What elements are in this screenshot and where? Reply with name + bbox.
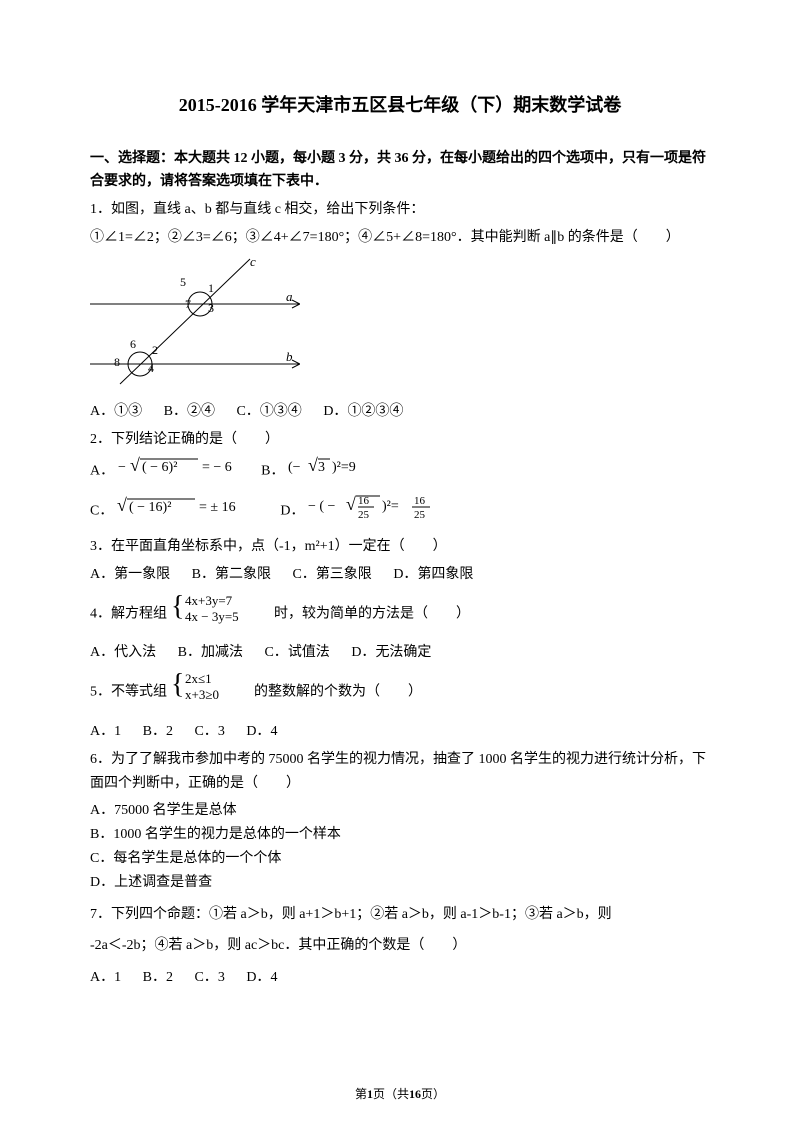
page-footer: 第1页（共16页）	[0, 1084, 800, 1104]
q2-optC-math: √( − 16)² = ± 16	[117, 495, 277, 528]
svg-text:( − 6)²: ( − 6)²	[142, 460, 177, 475]
q2-optA-lbl: A．	[90, 464, 114, 479]
svg-text:( − 16)²: ( − 16)²	[129, 500, 171, 515]
label-8: 8	[114, 355, 120, 369]
label-a: a	[286, 289, 293, 304]
q2-optB-lbl: B．	[261, 464, 284, 479]
q1-opt-a: ①③	[114, 404, 142, 419]
svg-text:3: 3	[318, 460, 325, 475]
svg-text:√: √	[130, 455, 140, 475]
svg-text:√: √	[117, 495, 127, 515]
svg-text:(−: (−	[288, 460, 301, 475]
q4-opt-c: 试值法	[288, 645, 330, 660]
q5-lead: 5．不等式组	[90, 685, 167, 700]
q3-opt-b: 第二象限	[215, 567, 271, 582]
footer-m: 页（共	[373, 1087, 409, 1101]
q4-opt-a: 代入法	[114, 645, 156, 660]
q1-opt-d: ①②③④	[347, 404, 403, 419]
footer-tp: 16	[409, 1087, 421, 1101]
label-c: c	[250, 254, 256, 269]
q4-opt-d: 无法确定	[375, 645, 431, 660]
q2-stem: 2．下列结论正确的是（ ）	[90, 428, 710, 452]
label-6: 6	[130, 337, 136, 351]
q3-opt-d: 第四象限	[417, 567, 473, 582]
section-1-heading: 一、选择题：本大题共 12 小题，每小题 3 分，共 36 分，在每小题给出的四…	[90, 147, 710, 195]
q1-options: A．①③ B．②④ C．①③④ D．①②③④	[90, 400, 710, 424]
q3-opt-c: 第三象限	[316, 567, 372, 582]
q2-line1: A． −√( − 6)²= − 6 B． (−√3)²=9	[90, 455, 710, 488]
q2-optC-lbl: C．	[90, 504, 113, 519]
q4-tail: 时，较为简单的方法是（ ）	[274, 606, 470, 621]
q7-opt-a: 1	[114, 970, 121, 985]
svg-text:= ± 16: = ± 16	[199, 500, 236, 515]
q5-options: A．1 B．2 C．3 D．4	[90, 720, 710, 744]
q7-opt-b: 2	[166, 970, 173, 985]
q2-optD-math: − ( − √ 16 25 )²= 16 25	[308, 490, 468, 533]
q7-opt-c: 3	[218, 970, 225, 985]
label-b: b	[286, 349, 293, 364]
q5-opt-a: 1	[114, 724, 121, 739]
q6-stem: 6．为了了解我市参加中考的 75000 名学生的视力情况，抽查了 1000 名学…	[90, 748, 710, 796]
svg-text:25: 25	[358, 509, 370, 521]
q1-opt-c: ①③④	[260, 404, 302, 419]
q2-optD-lbl: D．	[280, 504, 304, 519]
svg-text:− ( −: − ( −	[308, 499, 336, 514]
svg-text:{: {	[171, 669, 184, 700]
q6-opt-d: D．上述调查是普查	[90, 871, 710, 895]
label-5: 5	[180, 275, 186, 289]
q4-system: { 4x+3y=7 4x − 3y=5	[171, 591, 271, 638]
svg-text:4x+3y=7: 4x+3y=7	[185, 593, 233, 608]
q6-opt-b: B．1000 名学生的视力是总体的一个样本	[90, 823, 710, 847]
q5-line: 5．不等式组 { 2x≤1 x+3≥0 的整数解的个数为（ ）	[90, 669, 710, 716]
exam-page: 2015-2016 学年天津市五区县七年级（下）期末数学试卷 一、选择题：本大题…	[0, 0, 800, 1132]
footer-l: 第	[355, 1087, 367, 1101]
q4-line: 4．解方程组 { 4x+3y=7 4x − 3y=5 时，较为简单的方法是（ ）	[90, 591, 710, 638]
q7-line2: -2a＜-2b；④若 a＞b，则 ac＞bc．其中正确的个数是（ ）	[90, 934, 710, 958]
svg-text:25: 25	[414, 509, 426, 521]
svg-text:{: {	[171, 591, 184, 622]
page-title: 2015-2016 学年天津市五区县七年级（下）期末数学试卷	[90, 90, 710, 121]
svg-text:2x≤1: 2x≤1	[185, 671, 212, 686]
svg-text:√: √	[308, 455, 318, 475]
q5-system: { 2x≤1 x+3≥0	[171, 669, 251, 716]
q6-opt-a: A．75000 名学生是总体	[90, 799, 710, 823]
q7-line1: 7．下列四个命题：①若 a＞b，则 a+1＞b+1；②若 a＞b，则 a-1＞b…	[90, 903, 710, 927]
q1-stem-a: 1．如图，直线 a、b 都与直线 c 相交，给出下列条件：	[90, 198, 710, 222]
q4-options: A．代入法 B．加减法 C．试值法 D．无法确定	[90, 641, 710, 665]
q7-options: A．1 B．2 C．3 D．4	[90, 966, 710, 990]
svg-text:= − 6: = − 6	[202, 460, 232, 475]
svg-text:)²=: )²=	[382, 499, 399, 514]
q3-opt-a: 第一象限	[114, 567, 170, 582]
q4-lead: 4．解方程组	[90, 606, 167, 621]
q6-opt-c: C．每名学生是总体的一个个体	[90, 847, 710, 871]
svg-text:√: √	[346, 494, 356, 514]
label-3: 3	[208, 301, 214, 315]
label-4: 4	[148, 361, 154, 375]
svg-text:)²=9: )²=9	[332, 460, 356, 475]
svg-text:−: −	[118, 460, 126, 475]
svg-text:16: 16	[414, 495, 426, 507]
footer-r: 页）	[421, 1087, 445, 1101]
label-2: 2	[152, 343, 158, 357]
q1-stem-b: ①∠1=∠2；②∠3=∠6；③∠4+∠7=180°；④∠5+∠8=180°．其中…	[90, 226, 710, 250]
q1-figure: c a b 5 1 7 3 6 2 8 4	[90, 254, 300, 394]
q2-optA-math: −√( − 6)² = − 6	[118, 455, 258, 488]
q3-stem: 3．在平面直角坐标系中，点（-1，m²+1）一定在（ ）	[90, 535, 710, 559]
svg-text:4x − 3y=5: 4x − 3y=5	[185, 609, 239, 624]
q5-opt-b: 2	[166, 724, 173, 739]
q5-opt-c: 3	[218, 724, 225, 739]
q2-optB-math: (− √3 )²=9	[288, 455, 398, 488]
label-7: 7	[185, 297, 191, 311]
q2-line2: C． √( − 16)²= ± 16 D． − ( − √ 16 25 )²= …	[90, 490, 710, 533]
q4-opt-b: 加减法	[201, 645, 243, 660]
q3-options: A．第一象限 B．第二象限 C．第三象限 D．第四象限	[90, 563, 710, 587]
q7-opt-d: 4	[270, 970, 277, 985]
label-1: 1	[208, 281, 214, 295]
q5-tail: 的整数解的个数为（ ）	[254, 685, 422, 700]
svg-text:16: 16	[358, 495, 370, 507]
q1-figure-svg: c a b 5 1 7 3 6 2 8 4	[90, 254, 300, 394]
q1-opt-b: ②④	[187, 404, 215, 419]
svg-text:x+3≥0: x+3≥0	[185, 687, 219, 702]
q5-opt-d: 4	[270, 724, 277, 739]
